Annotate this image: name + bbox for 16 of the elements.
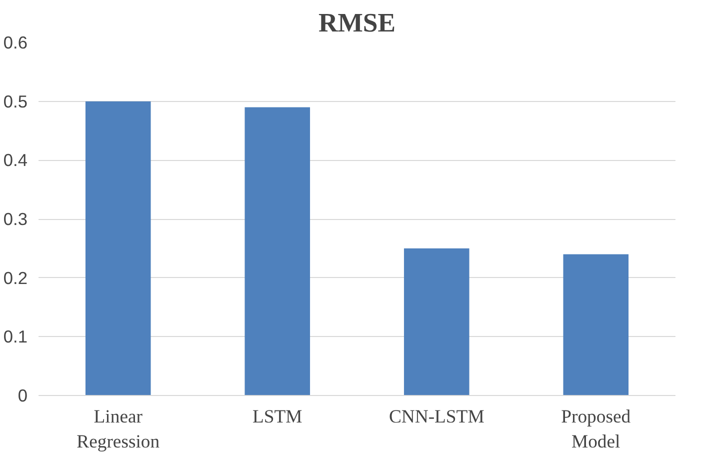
- y-tick-label: 0.6: [3, 32, 28, 52]
- y-tick-label: 0.2: [3, 268, 28, 288]
- chart-title: RMSE: [318, 8, 396, 38]
- x-tick-label: LSTM: [252, 406, 303, 428]
- bar: [85, 101, 151, 396]
- y-tick-label: 0.5: [3, 91, 28, 112]
- x-tick-label: Proposed Model: [561, 406, 632, 453]
- y-tick-label: 0.1: [3, 326, 28, 347]
- bar: [563, 254, 629, 396]
- x-tick-label: CNN-LSTM: [388, 406, 485, 428]
- bar: [244, 107, 310, 396]
- y-tick-label: 0.4: [3, 150, 28, 170]
- bar: [404, 248, 470, 396]
- y-tick-label: 0.3: [3, 209, 28, 229]
- y-tick-label: 0: [18, 386, 28, 406]
- x-tick-label: Linear Regression: [76, 406, 160, 453]
